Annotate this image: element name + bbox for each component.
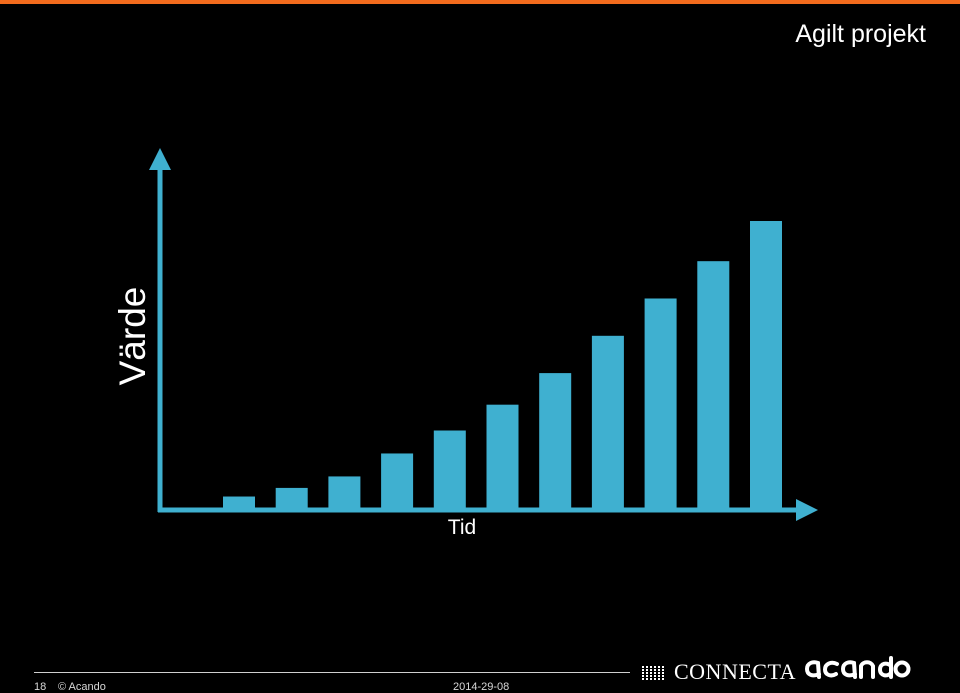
- bar-11: [750, 221, 782, 508]
- x-axis-arrowhead: [796, 499, 818, 521]
- acando-logo: [804, 656, 911, 679]
- bar-3: [328, 476, 361, 508]
- bar-9: [644, 298, 677, 508]
- footer-divider: [34, 672, 630, 673]
- bar-6: [486, 404, 519, 508]
- connecta-logo: CONNECTA: [642, 659, 797, 684]
- connecta-grid-icon: [642, 664, 666, 680]
- footer-date: 2014-29-08: [453, 681, 510, 693]
- x-axis-label: Tid: [447, 516, 477, 539]
- bar-8: [591, 335, 624, 508]
- connecta-logo-text: CONNECTA: [674, 659, 797, 684]
- axes-group: [149, 148, 818, 521]
- slide-title: Agilt projekt: [795, 20, 926, 48]
- bar-7: [539, 373, 572, 508]
- y-axis-label: Värde: [112, 286, 153, 386]
- footer-copyright: © Acando: [58, 681, 106, 693]
- y-axis-arrowhead: [149, 148, 171, 170]
- bars-group: [223, 221, 782, 508]
- bar-2: [275, 487, 308, 508]
- footer-page-number: 18: [34, 681, 47, 693]
- bar-4: [381, 453, 414, 508]
- top-accent-bar: [0, 0, 960, 4]
- bar-1: [223, 496, 255, 508]
- bar-5: [433, 430, 466, 508]
- bar-10: [697, 261, 730, 508]
